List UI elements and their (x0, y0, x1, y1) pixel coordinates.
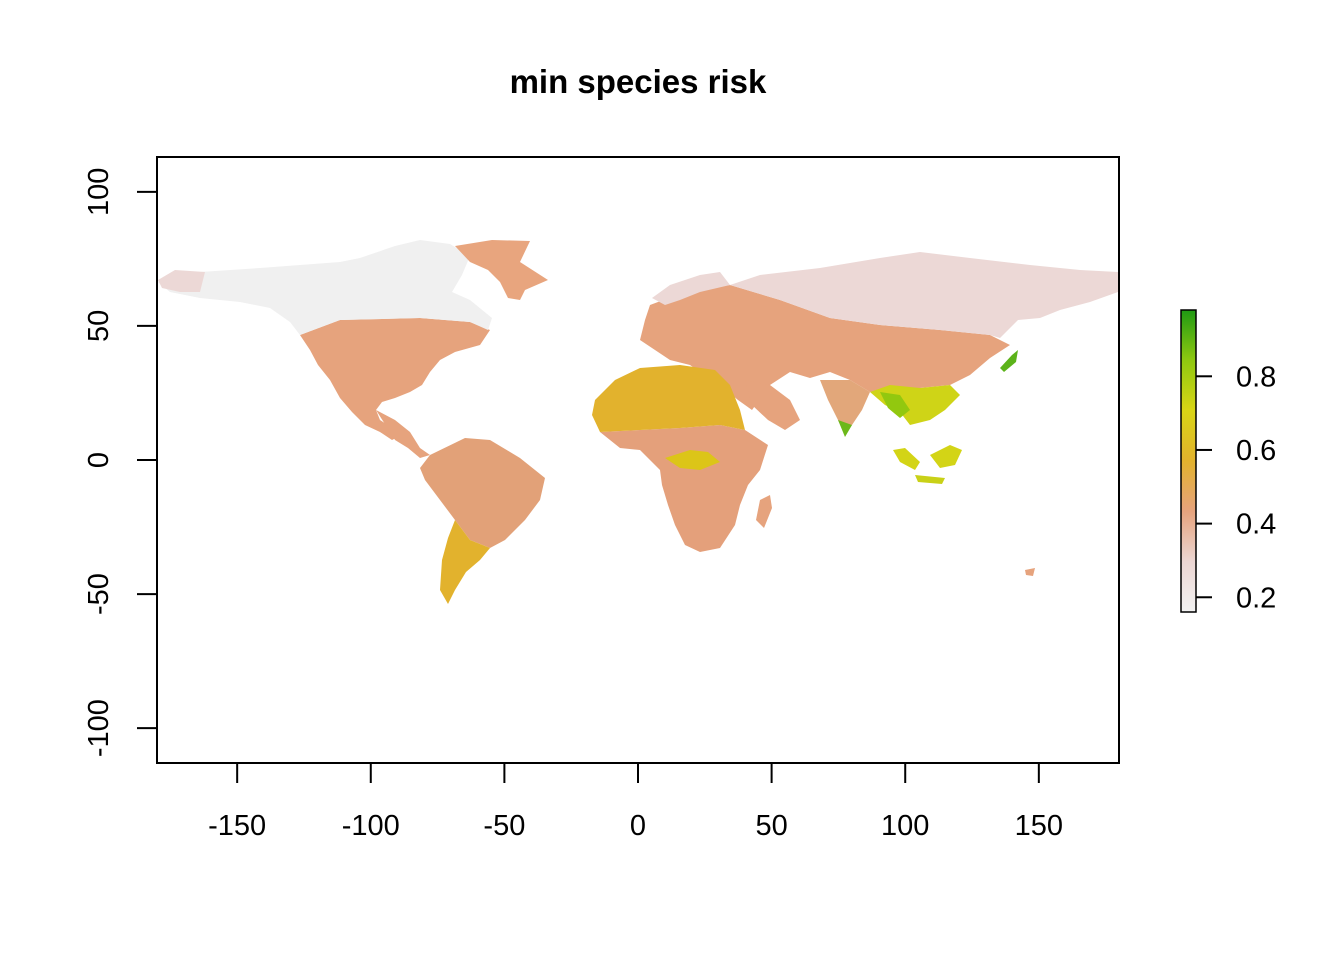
russia-north (730, 252, 1118, 338)
plot-frame (156, 156, 1120, 764)
new-zealand (1025, 568, 1035, 576)
central-america (376, 410, 430, 458)
y-tick-label: -100 (83, 699, 115, 757)
x-tick-label: 0 (630, 810, 646, 842)
legend-tick-label: 0.4 (1236, 509, 1276, 541)
x-tick-label: 50 (755, 810, 787, 842)
java (915, 475, 945, 484)
arabia (745, 380, 800, 430)
x-axis: -150 -100 -50 0 50 100 150 (208, 762, 1063, 842)
map-title: min species risk (510, 63, 767, 100)
se-asia (870, 385, 960, 425)
alaska (158, 270, 205, 292)
legend-tick-label: 0.6 (1236, 435, 1276, 467)
legend-ticks: 0.2 0.4 0.6 0.8 (1196, 361, 1276, 614)
color-legend: 0.2 0.4 0.6 0.8 (1180, 309, 1276, 614)
canada-north (158, 240, 492, 335)
africa (600, 425, 768, 552)
north-america (300, 318, 490, 440)
eurasia-temperate (640, 285, 1010, 410)
y-tick-label: -50 (83, 573, 115, 615)
legend-colorbar (1180, 309, 1197, 613)
y-tick-label: 100 (83, 168, 115, 216)
greenland (455, 240, 548, 300)
congo-region (665, 450, 720, 470)
south-america (420, 438, 545, 548)
y-axis: -100 -50 0 50 100 (83, 168, 158, 757)
x-tick-label: 150 (1015, 810, 1063, 842)
y-tick-label: 50 (83, 310, 115, 342)
borneo (930, 445, 962, 468)
world-landmass (158, 240, 1118, 604)
se-asia-green (880, 392, 910, 418)
japan (1000, 350, 1018, 372)
patagonia (440, 520, 490, 604)
sumatra (893, 448, 920, 470)
x-tick-label: -150 (208, 810, 266, 842)
y-tick-label: 0 (83, 452, 115, 468)
x-tick-label: -50 (483, 810, 525, 842)
legend-tick-label: 0.2 (1236, 582, 1276, 614)
india (820, 380, 870, 435)
scandinavia (652, 272, 730, 305)
india-green-coast (838, 420, 852, 437)
x-tick-label: 100 (881, 810, 929, 842)
legend-tick-label: 0.8 (1236, 361, 1276, 393)
madagascar (756, 495, 772, 528)
sahara (592, 365, 745, 432)
x-tick-label: -100 (342, 810, 400, 842)
